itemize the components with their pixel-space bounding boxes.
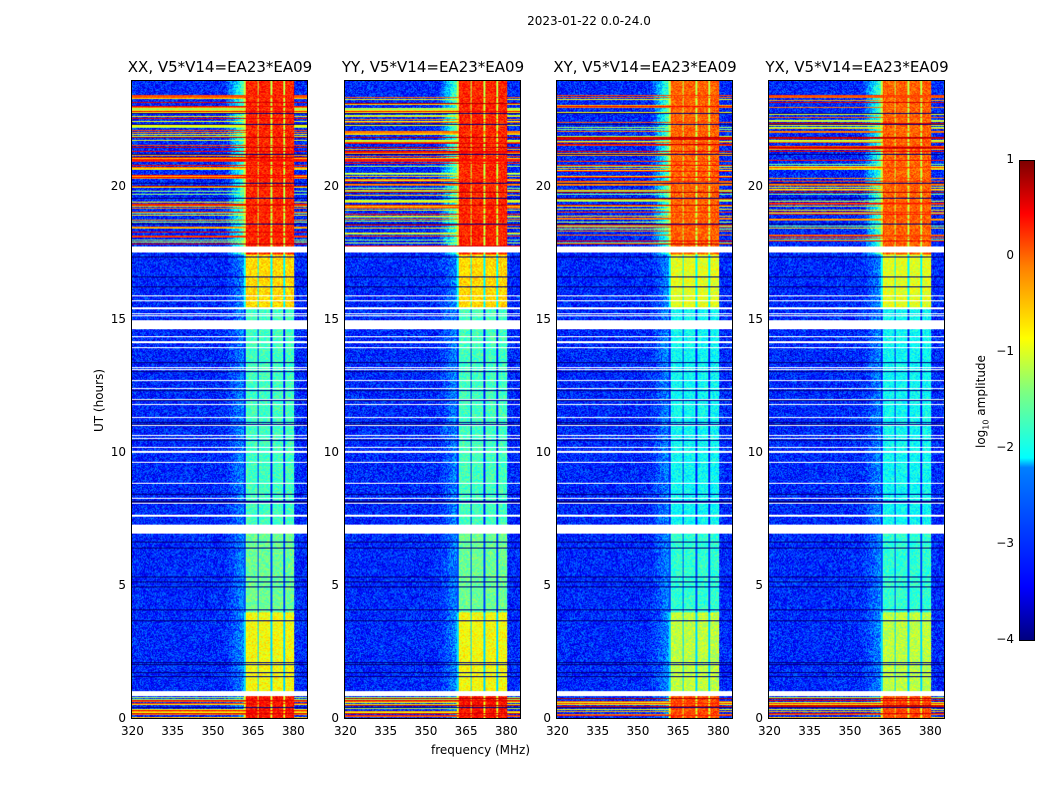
y-tick-label: 0 xyxy=(543,711,551,725)
x-tick-label: 335 xyxy=(798,724,822,738)
x-tick-label: 320 xyxy=(121,724,144,738)
panel-title: YY, V5*V14=EA23*EA09 xyxy=(341,58,525,76)
heatmap-panel-4 xyxy=(768,80,945,719)
panel-title: XX, V5*V14=EA23*EA09 xyxy=(127,58,313,76)
x-tick-label: 380 xyxy=(281,724,305,738)
colorbar-tick-label: −3 xyxy=(996,536,1014,550)
y-tick-label: 20 xyxy=(323,178,339,193)
colorbar-tick-label: −1 xyxy=(996,344,1014,358)
y-tick-label: 20 xyxy=(747,178,763,193)
heatmap-panel-2 xyxy=(344,80,521,719)
y-axis-label: UT (hours) xyxy=(92,368,106,432)
panel-title: YX, V5*V14=EA23*EA09 xyxy=(765,58,949,76)
x-tick-label: 350 xyxy=(414,724,438,738)
x-tick-label: 320 xyxy=(334,724,357,738)
y-tick-label: 20 xyxy=(110,178,126,193)
x-tick-label: 350 xyxy=(201,724,225,738)
y-tick-label: 15 xyxy=(110,311,126,326)
x-tick-label: 320 xyxy=(758,724,781,738)
heatmap-image xyxy=(769,81,944,718)
y-tick-label: 0 xyxy=(755,711,763,725)
y-tick-label: 5 xyxy=(118,577,126,592)
x-tick-label: 380 xyxy=(918,724,942,738)
y-tick-label: 15 xyxy=(323,311,339,326)
colorbar-tick-label: 0 xyxy=(1006,248,1014,262)
y-tick-label: 10 xyxy=(323,444,339,459)
y-tick-label: 20 xyxy=(535,178,551,193)
x-tick-label: 380 xyxy=(494,724,518,738)
panel-title: XY, V5*V14=EA23*EA09 xyxy=(553,58,737,76)
colorbar-tick-label: −2 xyxy=(996,440,1014,454)
heatmap-panel-3 xyxy=(556,80,733,719)
heatmap-image xyxy=(345,81,520,718)
x-tick-label: 365 xyxy=(454,724,478,738)
x-tick-label: 365 xyxy=(241,724,265,738)
y-tick-label: 10 xyxy=(747,444,763,459)
colorbar xyxy=(1019,160,1035,641)
y-tick-label: 0 xyxy=(118,711,126,725)
x-tick-label: 335 xyxy=(161,724,185,738)
x-tick-label: 365 xyxy=(666,724,690,738)
x-tick-label: 365 xyxy=(878,724,902,738)
x-tick-label: 380 xyxy=(706,724,730,738)
x-tick-label: 350 xyxy=(838,724,862,738)
y-tick-label: 5 xyxy=(543,577,551,592)
colorbar-label: log10 amplitude xyxy=(974,355,991,448)
x-tick-label: 335 xyxy=(586,724,610,738)
heatmap-panel-1 xyxy=(131,80,308,719)
y-tick-label: 15 xyxy=(747,311,763,326)
x-tick-label: 350 xyxy=(626,724,650,738)
y-tick-label: 5 xyxy=(755,577,763,592)
y-tick-label: 10 xyxy=(110,444,126,459)
y-tick-label: 5 xyxy=(331,577,339,592)
x-tick-label: 335 xyxy=(374,724,398,738)
colorbar-tick-label: 1 xyxy=(1006,152,1014,166)
y-tick-label: 0 xyxy=(331,711,339,725)
heatmap-image xyxy=(132,81,307,718)
x-tick-label: 320 xyxy=(546,724,569,738)
colorbar-tick-label: −4 xyxy=(996,632,1014,646)
heatmap-image xyxy=(557,81,732,718)
x-axis-label: frequency (MHz) xyxy=(431,743,531,757)
figure-title: 2023-01-22 0.0-24.0 xyxy=(527,14,651,28)
y-tick-label: 10 xyxy=(535,444,551,459)
y-tick-label: 15 xyxy=(535,311,551,326)
